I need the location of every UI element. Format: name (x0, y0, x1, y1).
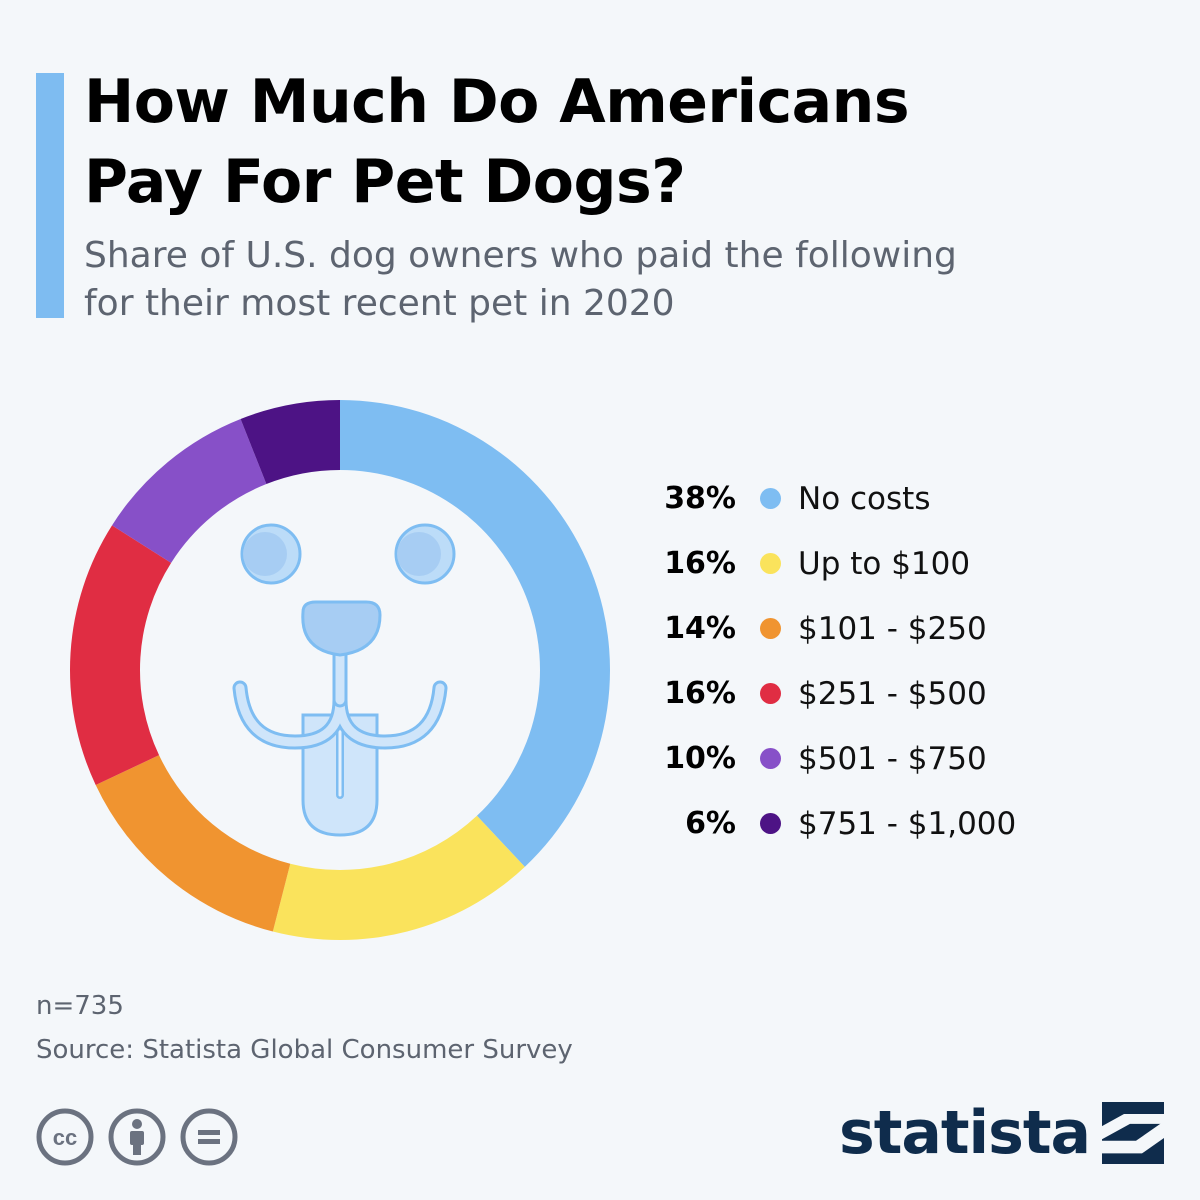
donut-slice-4 (70, 525, 172, 785)
no-derivatives-icon[interactable] (180, 1108, 238, 1166)
legend-color-dot (760, 488, 781, 509)
legend-item: 14% $101 - $250 (640, 596, 1160, 661)
legend-color-dot (760, 748, 781, 769)
legend-color-dot (760, 683, 781, 704)
legend-item: 16% Up to $100 (640, 531, 1160, 596)
donut-slice-3 (95, 755, 291, 932)
legend-color-dot (760, 618, 781, 639)
legend-item: 16% $251 - $500 (640, 661, 1160, 726)
brand-wordmark: statista (838, 1098, 1091, 1168)
cc-icon[interactable]: cc (36, 1108, 94, 1166)
donut-slice-6 (240, 400, 340, 485)
legend-color-dot (760, 813, 781, 834)
legend-value: 6% (685, 806, 736, 841)
donut-slice-5 (112, 418, 267, 563)
legend-color-dot (760, 553, 781, 574)
chart-subtitle-line-2: for their most recent pet in 2020 (84, 283, 675, 324)
legend-label: $501 - $750 (798, 740, 987, 777)
sample-size-note: n=735 (36, 991, 124, 1021)
chart-subtitle: Share of U.S. dog owners who paid the fo… (84, 232, 1084, 328)
legend-value: 16% (664, 676, 736, 711)
donut-slices (70, 400, 610, 940)
legend-value: 10% (664, 741, 736, 776)
statista-mark-icon (1102, 1102, 1164, 1164)
legend-item: 6% $751 - $1,000 (640, 791, 1160, 856)
chart-subtitle-line-1: Share of U.S. dog owners who paid the fo… (84, 235, 957, 276)
title-accent-bar (36, 73, 64, 318)
legend-value: 14% (664, 611, 736, 646)
donut-slice-2 (272, 815, 525, 940)
legend-label: No costs (798, 480, 931, 517)
dog-face-icon (232, 523, 456, 837)
statista-logo[interactable]: statista (839, 1098, 1164, 1168)
source-note: Source: Statista Global Consumer Survey (36, 1035, 573, 1065)
legend-item: 10% $501 - $750 (640, 726, 1160, 791)
legend-label: Up to $100 (798, 545, 971, 582)
chart-title-line-1: How Much Do Americans (84, 67, 910, 137)
attribution-icon[interactable] (108, 1108, 166, 1166)
legend-label: $251 - $500 (798, 675, 987, 712)
legend-value: 38% (664, 481, 736, 516)
legend-label: $751 - $1,000 (798, 805, 1017, 842)
license-icons: cc (36, 1108, 238, 1166)
legend-item: 38% No costs (640, 466, 1160, 531)
donut-chart (70, 400, 610, 940)
svg-text:cc: cc (53, 1125, 77, 1150)
chart-title: How Much Do Americans Pay For Pet Dogs? (84, 62, 1164, 222)
legend-label: $101 - $250 (798, 610, 987, 647)
chart-title-line-2: Pay For Pet Dogs? (84, 147, 686, 217)
donut-slice-1 (340, 400, 610, 867)
chart-legend: 38% No costs 16% Up to $100 14% $101 - $250 16… (640, 466, 1160, 856)
legend-value: 16% (664, 546, 736, 581)
